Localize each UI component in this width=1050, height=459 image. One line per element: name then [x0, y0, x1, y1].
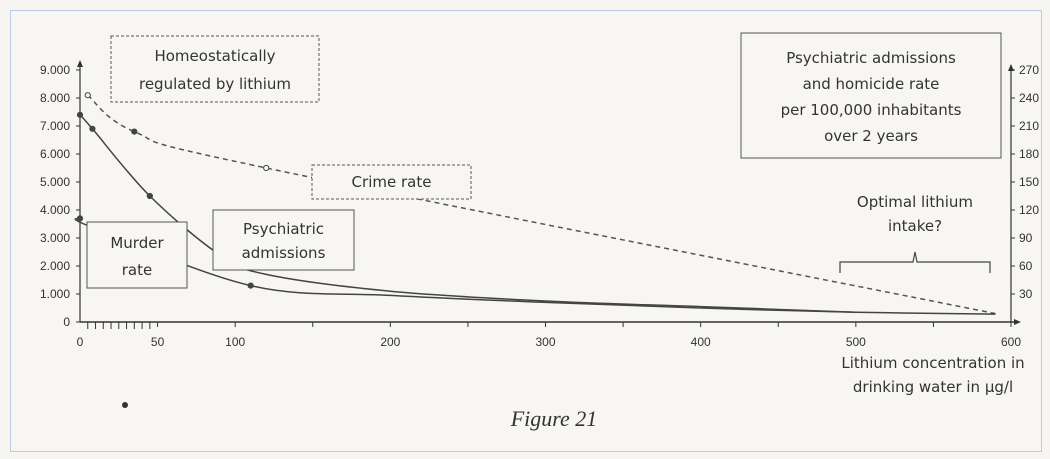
- homeostatic-annotation-border: [110, 35, 320, 103]
- lithium-chart: 0 1.000 2.000 3.000 4.000 5.000 6.000 7.000 8.00…: [40, 32, 1039, 431]
- left-tick-label: 5.000: [40, 175, 70, 189]
- psychiatric-admissions-label-border: [212, 209, 355, 271]
- left-tick-label: 3.000: [40, 231, 70, 245]
- right-tick-label: 210: [1019, 119, 1039, 133]
- x-tick-label: 50: [151, 335, 165, 349]
- right-tick-label: 180: [1019, 147, 1039, 161]
- axes: 0 1.000 2.000 3.000 4.000 5.000 6.000 7.000 8.00…: [40, 60, 1039, 396]
- psychiatric-admissions-label-text: admissions: [242, 244, 326, 262]
- homeostatic-annotation-text: Homeostatically: [154, 47, 275, 65]
- x-tick-label: 600: [1001, 335, 1021, 349]
- right-tick-label: 270: [1019, 63, 1039, 77]
- crime-rate-label-border: [311, 164, 472, 200]
- murder-rate-label-border: [86, 221, 188, 289]
- left-tick-label: 7.000: [40, 119, 70, 133]
- psychiatric-admissions-point: [89, 125, 96, 132]
- homeostatic-annotation-text: regulated by lithium: [139, 75, 291, 93]
- figure-frame: 0 1.000 2.000 3.000 4.000 5.000 6.000 7.000 8.00…: [10, 10, 1042, 452]
- psychiatric-admissions-line: [79, 114, 856, 313]
- left-tick-label: 2.000: [40, 259, 70, 273]
- units-legend-box: Psychiatric admissions and homicide rate p…: [740, 32, 1002, 159]
- x-tick-label: 500: [846, 335, 866, 349]
- murder-rate-point: [76, 215, 84, 222]
- murder-rate-label-text: rate: [122, 261, 152, 279]
- psychiatric-admissions-point: [76, 111, 84, 118]
- units-legend-box-text: and homicide rate: [803, 75, 940, 93]
- x-tick-label: 0: [77, 335, 84, 349]
- x-tick-label: 400: [691, 335, 711, 349]
- optimal-intake-annotation: Optimal lithium intake?: [839, 193, 991, 273]
- left-tick-label: 0: [63, 315, 70, 329]
- units-legend-box-border: [740, 32, 1002, 159]
- murder-rate-label-text: Murder: [110, 234, 164, 252]
- x-axis-arrow: [1014, 319, 1021, 325]
- psychiatric-admissions-label-text: Psychiatric: [243, 220, 324, 238]
- psychiatric-admissions-point: [146, 192, 153, 200]
- left-tick-label: 9.000: [40, 63, 70, 77]
- right-tick-label: 60: [1019, 259, 1033, 273]
- x-tick-label: 300: [535, 335, 555, 349]
- right-tick-label: 30: [1019, 287, 1033, 301]
- left-tick-label: 6.000: [40, 147, 70, 161]
- right-tick-label: 240: [1019, 91, 1039, 105]
- crime-rate-label-text: Crime rate: [352, 173, 432, 191]
- right-tick-label: 120: [1019, 203, 1039, 217]
- units-legend-box-text: over 2 years: [824, 127, 918, 145]
- left-y-axis-arrow: [77, 60, 83, 67]
- right-tick-label: 150: [1019, 175, 1039, 189]
- figure-caption: Figure 21: [510, 406, 598, 431]
- units-legend-box-text: Psychiatric admissions: [786, 49, 956, 67]
- optimal-intake-text: intake?: [888, 217, 942, 235]
- left-tick-label: 4.000: [40, 203, 70, 217]
- left-tick-label: 1.000: [40, 287, 70, 301]
- optimal-intake-text: Optimal lithium: [857, 193, 973, 211]
- right-y-axis-arrow: [1008, 64, 1014, 71]
- crime-rate-label: Crime rate: [311, 164, 472, 200]
- x-axis-title-line: Lithium concentration in: [841, 354, 1024, 372]
- murder-rate-point: [247, 282, 254, 289]
- scan-dot: [122, 402, 128, 408]
- x-tick-label: 100: [225, 335, 245, 349]
- optimal-intake-bracket: [839, 251, 991, 273]
- left-tick-label: 8.000: [40, 91, 70, 105]
- homeostatic-annotation: Homeostatically regulated by lithium: [110, 35, 320, 103]
- annotation-layer: Homeostatically regulated by lithium Crime…: [86, 32, 1002, 408]
- murder-rate-label: Murder rate: [86, 221, 188, 289]
- crime-rate-point: [84, 92, 91, 99]
- crime-rate-point: [131, 128, 138, 135]
- crime-rate-line: [87, 94, 996, 315]
- x-tick-label: 200: [380, 335, 400, 349]
- psychiatric-admissions-label: Psychiatric admissions: [212, 209, 355, 271]
- right-tick-label: 90: [1019, 231, 1033, 245]
- x-axis-title-line: drinking water in µg/l: [853, 378, 1013, 396]
- series-layer: [74, 92, 996, 315]
- units-legend-box-text: per 100,000 inhabitants: [781, 101, 962, 119]
- crime-rate-point: [263, 164, 270, 172]
